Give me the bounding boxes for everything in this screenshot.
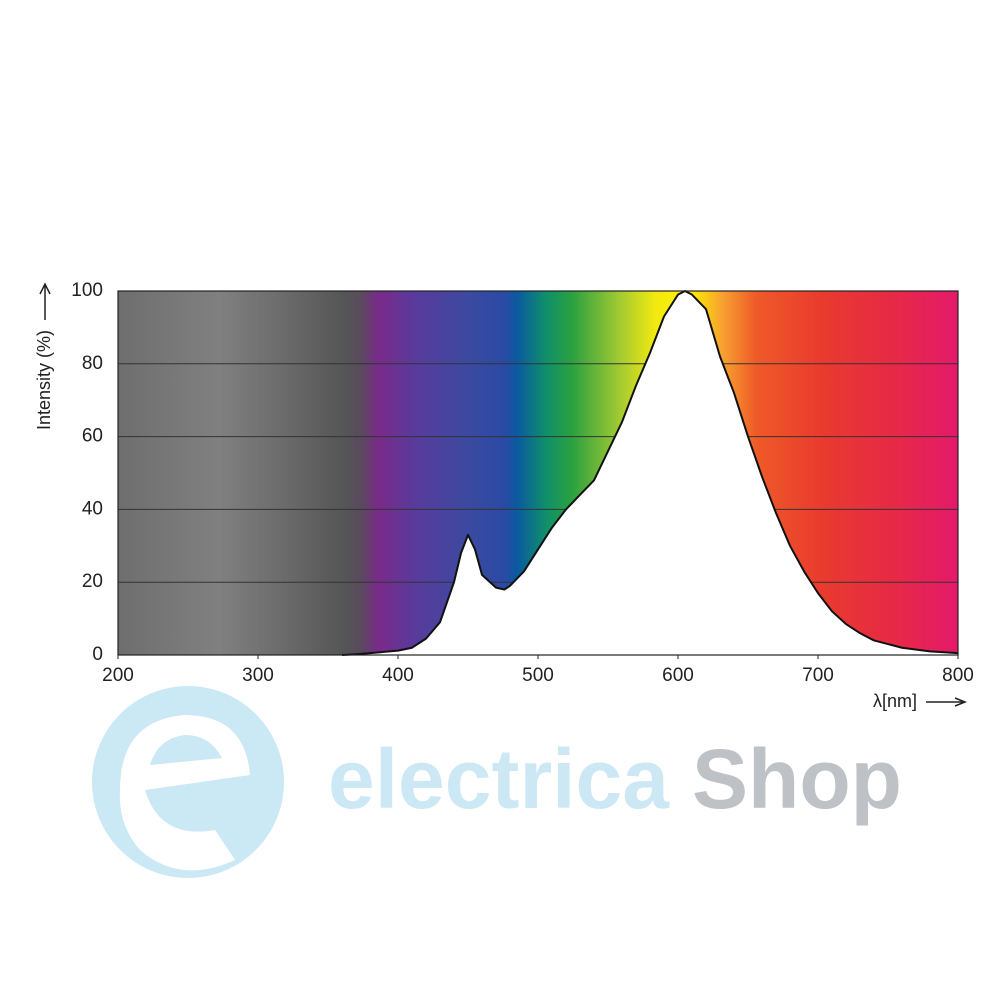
x-tick-label: 600 bbox=[662, 665, 694, 686]
spectrum-curve bbox=[341, 290, 959, 656]
y-tick-label: 0 bbox=[92, 644, 103, 665]
x-arrow bbox=[926, 697, 968, 707]
y-tick-label: 100 bbox=[71, 280, 103, 301]
logo-e bbox=[119, 715, 250, 871]
x-tick-label: 300 bbox=[242, 665, 274, 686]
y-axis-label: Intensity (%) bbox=[34, 330, 54, 430]
brand-text: Shop bbox=[692, 732, 902, 826]
x-axis-label: λ[nm] bbox=[873, 691, 917, 711]
area-fill bbox=[342, 291, 958, 655]
x-tick-label: 400 bbox=[382, 665, 414, 686]
y-tick-label: 20 bbox=[82, 571, 103, 592]
x-tick-label: 800 bbox=[942, 665, 974, 686]
brand-text: electrica bbox=[328, 732, 670, 826]
watermark: electrica Shop bbox=[92, 686, 902, 878]
x-tick-label: 500 bbox=[522, 665, 554, 686]
y-tick-label: 60 bbox=[82, 426, 103, 447]
y-tick-label: 40 bbox=[82, 498, 103, 519]
y-arrow bbox=[39, 282, 51, 320]
y-tick-label: 80 bbox=[82, 353, 103, 374]
x-tick-label: 200 bbox=[102, 665, 134, 686]
x-tick-label: 700 bbox=[802, 665, 834, 686]
